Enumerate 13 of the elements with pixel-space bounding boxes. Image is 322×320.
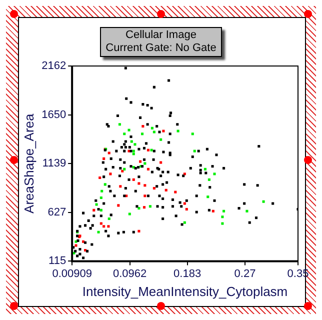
x-tick-label: 0.00909	[52, 268, 92, 280]
y-tick-label: 1139	[42, 158, 66, 170]
x-tick-label: 0.27	[234, 268, 256, 280]
chart-subtitle: Current Gate: No Gate	[104, 42, 218, 55]
x-axis-title: Intensity_MeanIntensity_Cytoplasm	[82, 284, 288, 299]
x-tick-label: 0.0962	[112, 268, 147, 280]
y-axis-title: AreaShape_Area	[21, 112, 36, 214]
y-tick-label: 1650	[42, 108, 66, 121]
y-tick-label: 2162	[42, 60, 66, 72]
x-tick-label: 0.183	[174, 268, 202, 280]
chart-title: Cellular Image	[124, 29, 198, 42]
y-tick-label: 627	[48, 206, 66, 218]
y-tick-label: 115	[48, 255, 66, 268]
